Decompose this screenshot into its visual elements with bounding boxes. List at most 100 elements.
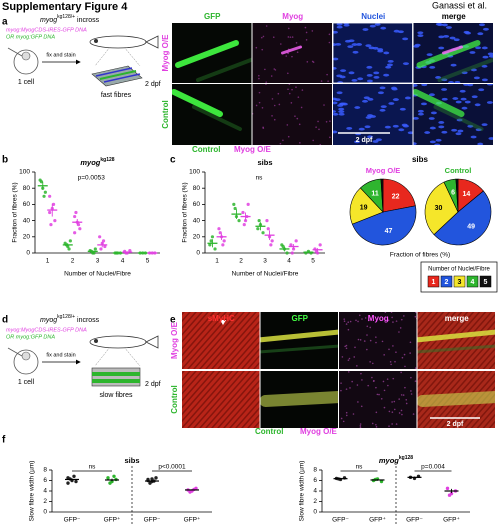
data-point <box>106 476 110 480</box>
pie-slice <box>455 178 459 213</box>
pie-group-title: sibs <box>412 155 429 164</box>
speckle <box>367 384 370 387</box>
fibre-signal <box>235 400 260 428</box>
nucleus <box>429 140 436 144</box>
nucleus <box>377 49 384 53</box>
legend-label: 5 <box>484 279 488 286</box>
data-point <box>68 239 72 243</box>
data-point <box>445 486 450 491</box>
legend-title: Number of Nuclei/Fibre <box>428 267 490 273</box>
panel-label: b <box>2 155 8 166</box>
speckle <box>273 118 276 121</box>
speckle <box>295 86 297 89</box>
fibre-signal <box>476 406 495 428</box>
speckle <box>271 98 274 100</box>
speckle <box>398 412 401 414</box>
speckle <box>357 320 359 323</box>
data-point <box>148 481 152 485</box>
fibre-signal <box>182 312 197 330</box>
nucleus <box>428 117 435 120</box>
speckle <box>414 315 417 318</box>
row-label: Control <box>161 100 170 128</box>
speckle <box>366 325 369 328</box>
nucleus <box>413 44 420 48</box>
data-point <box>51 202 56 206</box>
nucleus <box>441 78 448 82</box>
x-tick-label: 3 <box>96 258 100 265</box>
fibre-signal <box>437 57 493 82</box>
legend-label: Myog O/E <box>234 145 272 154</box>
speckle <box>387 384 389 387</box>
speckle <box>391 411 394 413</box>
speckle <box>345 414 348 417</box>
micrograph-bg <box>339 312 417 369</box>
y-axis-label: Slow fibre width (µm) <box>29 461 36 522</box>
micrograph <box>339 312 417 369</box>
data-point <box>281 244 285 249</box>
speckle <box>340 382 342 384</box>
data-point <box>98 235 102 239</box>
nucleus <box>435 138 442 142</box>
x-tick-label: 3 <box>263 258 267 265</box>
speckle <box>378 393 380 396</box>
data-point <box>154 476 158 480</box>
speckle <box>289 36 292 38</box>
legend-label: Control <box>255 427 283 436</box>
speckle <box>392 321 394 323</box>
comparison-label: p<0.0001 <box>158 464 186 471</box>
speckle <box>353 356 356 358</box>
nucleus <box>430 111 437 115</box>
nucleus <box>481 64 488 68</box>
speckle <box>366 334 368 336</box>
speckle <box>361 318 363 320</box>
fibre-signal <box>182 312 221 357</box>
speckle <box>383 406 386 409</box>
figure-title: Supplementary Figure 4 <box>2 1 128 13</box>
pie-label: 47 <box>385 228 393 235</box>
nucleus <box>383 51 390 55</box>
nucleus <box>336 91 343 95</box>
fibre-block <box>91 367 141 387</box>
column-header: GFP <box>292 314 309 323</box>
nucleus <box>333 66 337 70</box>
data-point <box>93 247 97 251</box>
legend-swatch <box>466 275 479 288</box>
speckle <box>271 115 273 117</box>
speckle <box>280 43 282 45</box>
nucleus <box>453 38 460 42</box>
nucleus <box>333 101 338 105</box>
annotation: p=0.0053 <box>78 175 106 182</box>
step-label: fix and stain <box>46 352 75 358</box>
speckle <box>342 420 345 423</box>
data-point <box>222 239 226 243</box>
y-tick-label: 40 <box>23 217 31 224</box>
speckle <box>349 320 352 323</box>
data-point <box>112 474 116 478</box>
nucleus <box>475 128 482 132</box>
speckle <box>404 365 406 368</box>
column-header: merge <box>445 314 470 323</box>
pie-label: 22 <box>392 194 400 201</box>
speckle <box>300 106 303 109</box>
y-tick-label: 4 <box>43 488 47 495</box>
legend-label: Myog O/E <box>300 427 338 436</box>
speckle <box>375 426 378 428</box>
nucleus <box>448 81 455 83</box>
micrograph <box>333 23 413 83</box>
nucleus <box>335 42 342 46</box>
fibre-signal <box>442 45 463 55</box>
nucleus <box>443 34 450 38</box>
speckle <box>388 425 390 427</box>
data-point <box>74 210 78 215</box>
fibre-signal <box>417 329 495 343</box>
fibre-signal <box>172 89 223 117</box>
fibre-signal <box>458 327 495 369</box>
data-point <box>269 243 273 247</box>
data-point <box>242 223 246 227</box>
nucleus <box>481 78 488 82</box>
cross-gene: myog <box>40 17 57 24</box>
fibre-signal <box>182 312 215 350</box>
nucleus <box>333 130 338 134</box>
nucleus <box>379 108 386 112</box>
nucleus <box>413 116 419 120</box>
